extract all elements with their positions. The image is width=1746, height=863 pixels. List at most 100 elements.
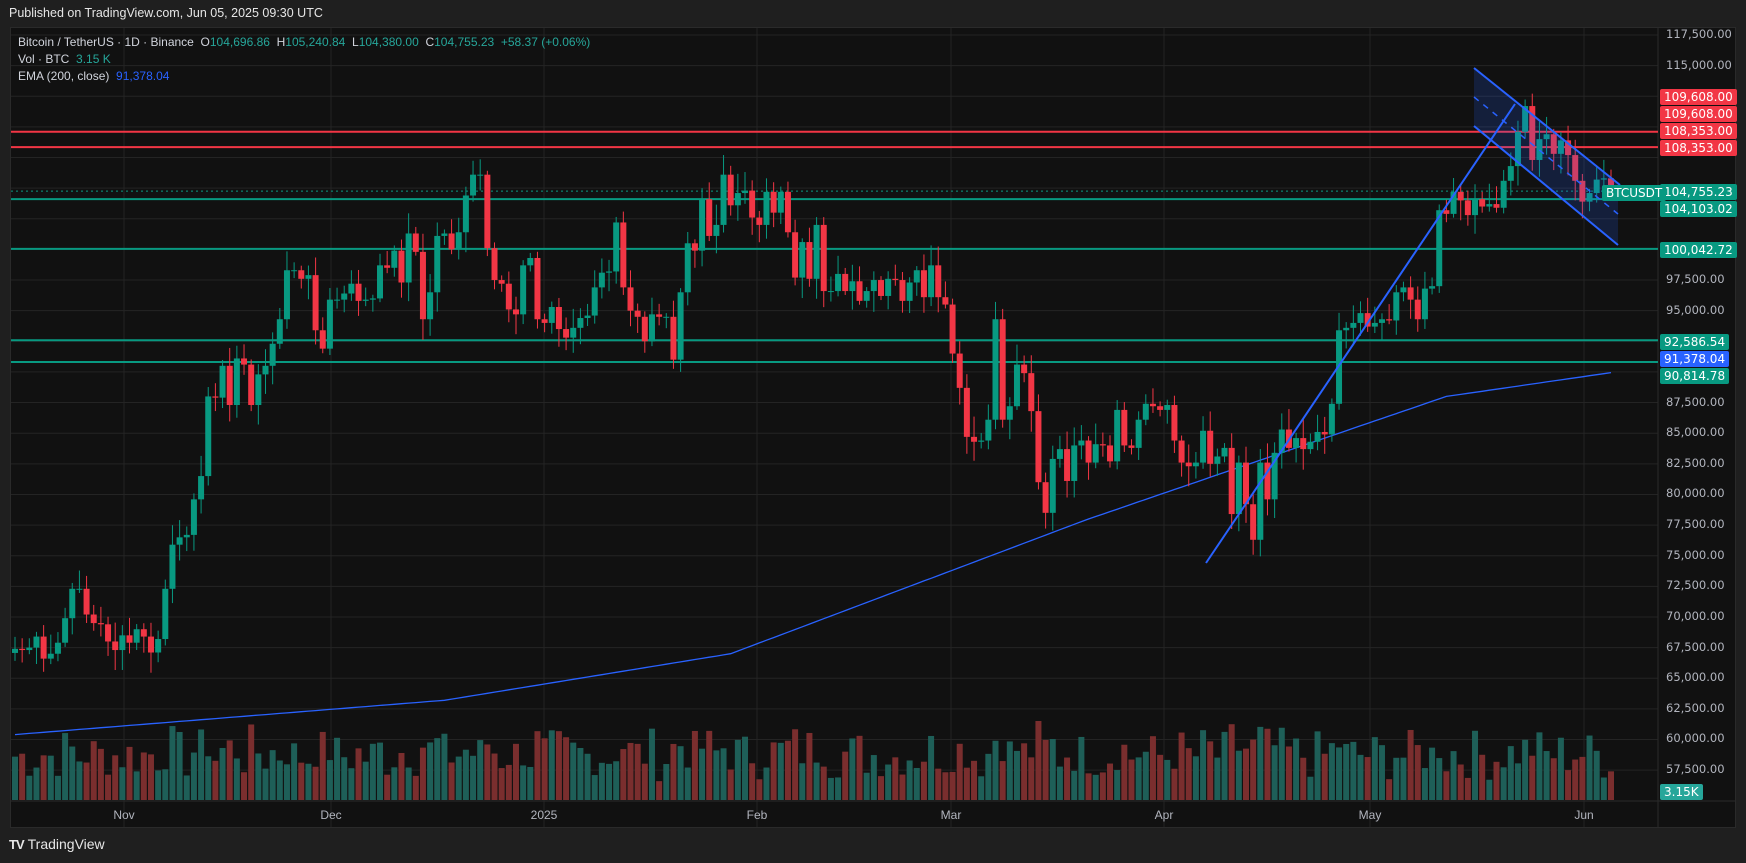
volume-bar (448, 762, 455, 800)
candle-body (971, 436, 978, 442)
candle-body (641, 316, 648, 342)
candle-body (219, 365, 226, 398)
candle-body (1171, 405, 1178, 441)
candle-body (391, 250, 398, 268)
candle-body (548, 306, 555, 323)
volume-bar (1486, 779, 1493, 800)
volume-bar (634, 743, 641, 800)
price-tick-label: 70,000.00 (1666, 608, 1725, 623)
volume-bar (90, 741, 97, 800)
volume-bar (1421, 768, 1428, 800)
candle-body (992, 319, 999, 420)
candle-body (183, 534, 190, 538)
volume-bar (856, 735, 863, 800)
candle-body (33, 636, 40, 648)
volume-bar (470, 755, 477, 800)
volume-bar (813, 762, 820, 800)
candle-body (1293, 438, 1300, 448)
candle-body (942, 297, 949, 305)
volume-bar (520, 765, 527, 800)
candle-body (505, 283, 512, 310)
price-tag: 92,586.54 (1660, 334, 1730, 350)
candle-body (1472, 199, 1479, 216)
candle-body (734, 193, 741, 206)
time-tick-label: Jun (1574, 808, 1594, 822)
volume-bar (691, 730, 698, 800)
candle-body (935, 265, 942, 298)
candle-body (742, 190, 749, 194)
volume-bar (1042, 739, 1049, 800)
ema-label[interactable]: EMA (200, close) (18, 69, 110, 83)
volume-bar (999, 761, 1006, 800)
candle-body (119, 635, 126, 651)
candle-body (276, 319, 283, 344)
price-tag: 90,814.78 (1660, 368, 1730, 384)
high-label: H (276, 35, 286, 49)
volume-bar (1350, 741, 1357, 800)
volume-bar (849, 738, 856, 800)
candle-body (491, 248, 498, 281)
volume-bar (283, 764, 290, 800)
candle-body (1572, 155, 1579, 181)
volume-bar (627, 742, 634, 800)
price-tag: 104,755.23 (1660, 184, 1737, 200)
candle-body (956, 353, 963, 388)
volume-bar (1414, 745, 1421, 800)
volume-bar (749, 763, 756, 800)
volume-bar (477, 740, 484, 800)
volume-bar (1557, 737, 1564, 800)
volume-bar (613, 761, 620, 800)
volume-bar (241, 772, 248, 800)
volume-bar (706, 730, 713, 800)
volume-label[interactable]: Vol · BTC (18, 52, 70, 66)
symbol-title[interactable]: Bitcoin / TetherUS · 1D · Binance (18, 35, 194, 49)
candle-body (1579, 180, 1586, 202)
volume-bar (1565, 770, 1572, 800)
candle-body (570, 327, 577, 338)
volume-bar (727, 769, 734, 800)
candle-body (498, 280, 505, 284)
volume-bar (792, 729, 799, 800)
volume-bar (162, 769, 169, 800)
candle-body (591, 287, 598, 316)
price-tick-label: 97,500.00 (1666, 272, 1725, 287)
channel-lower-line (1473, 125, 1619, 246)
candle-body (634, 310, 641, 317)
volume-bar (54, 775, 61, 800)
volume-bar (949, 771, 956, 800)
candle-body (1142, 403, 1149, 420)
candle-body (1429, 286, 1436, 289)
candle-body (1393, 292, 1400, 321)
candle-body (684, 243, 691, 293)
volume-bar (119, 767, 126, 800)
candle-body (405, 233, 412, 283)
candle-body (355, 283, 362, 301)
candle-body (26, 647, 33, 651)
volume-bar (441, 733, 448, 800)
volume-bar (76, 761, 83, 800)
candle-body (1221, 447, 1228, 457)
candle-body (362, 299, 369, 301)
volume-bar (1450, 751, 1457, 800)
volume-bar (1157, 754, 1164, 800)
volume-bar (577, 747, 584, 800)
candle-body (584, 315, 591, 319)
volume-bar (899, 774, 906, 800)
volume-bar (699, 748, 706, 800)
candle-body (377, 265, 384, 299)
candle-body (849, 281, 856, 292)
candle-body (348, 283, 355, 294)
candle-body (806, 242, 813, 279)
volume-bar (1271, 745, 1278, 800)
volume-bar (434, 738, 441, 800)
candle-body (241, 358, 248, 365)
candle-body (1042, 482, 1049, 513)
candle-body (427, 292, 434, 320)
candle-body (1414, 299, 1421, 320)
chart-panel[interactable] (10, 27, 1736, 828)
volume-bar (140, 752, 147, 800)
volume-bar (484, 744, 491, 800)
high-value: 105,240.84 (285, 35, 346, 49)
volume-bar (1472, 730, 1479, 800)
